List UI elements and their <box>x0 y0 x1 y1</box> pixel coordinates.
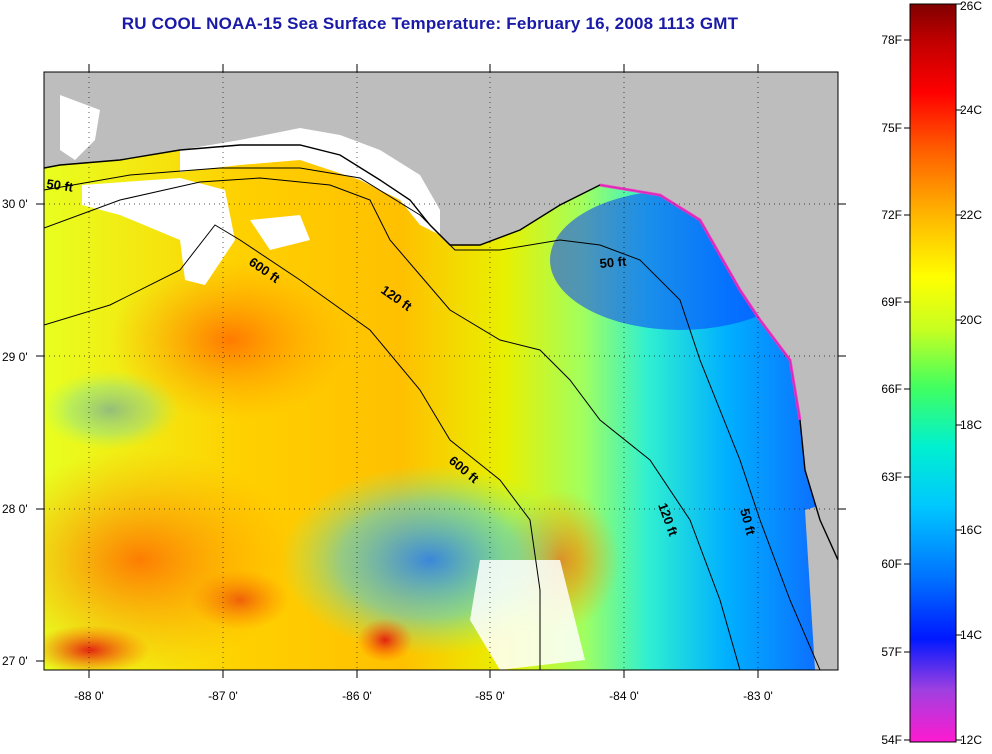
colorbar-c-label: 26C <box>960 0 982 13</box>
lat-label: 29 0' <box>2 350 28 364</box>
temperature-colorbar: 78F 75F 72F 69F 66F 63F 60F 57F 54F 26C … <box>881 0 982 747</box>
axis-ticks <box>36 64 846 678</box>
lat-label: 27 0' <box>2 654 28 668</box>
colorbar-f-label: 78F <box>881 33 902 47</box>
lon-label: -83 0' <box>743 689 773 703</box>
contour-600ft <box>44 224 541 670</box>
contour-50ft <box>44 167 821 670</box>
land-cloud <box>60 95 100 160</box>
colorbar-c-label: 14C <box>960 628 982 642</box>
lon-label: -87 0' <box>208 689 238 703</box>
depth-label: 50 ft <box>599 254 628 271</box>
warm-core <box>44 625 150 670</box>
colorbar-c-label: 22C <box>960 208 982 222</box>
colorbar-c-label: 16C <box>960 523 982 537</box>
colorbar-c-label: 18C <box>960 418 982 432</box>
lat-label: 30 0' <box>2 197 28 211</box>
map-frame <box>43 71 839 671</box>
colorbar-f-label: 57F <box>881 645 902 659</box>
colorbar-f-label: 63F <box>881 470 902 484</box>
colorbar-gradient <box>909 3 957 743</box>
colorbar-f-label: 72F <box>881 208 902 222</box>
colorbar-f-label: 54F <box>881 733 902 747</box>
cloud-mask <box>82 178 235 285</box>
land-cloud <box>180 128 440 235</box>
colorbar-f-label: 66F <box>881 382 902 396</box>
cool-patch <box>44 370 180 450</box>
land-mass <box>44 72 838 560</box>
map-title: RU COOL NOAA-15 Sea Surface Temperature:… <box>121 14 739 33</box>
cloud-mask <box>250 215 310 250</box>
cloud-mask <box>470 560 585 670</box>
map-panel: 50 ft 600 ft 120 ft 50 ft 600 ft 120 ft … <box>2 64 846 703</box>
cold-coastal-fringe <box>599 183 802 421</box>
lon-label: -88 0' <box>74 689 104 703</box>
colorbar-f-label: 75F <box>881 121 902 135</box>
contour-120ft <box>44 177 741 670</box>
colorbar-ticks <box>904 3 962 741</box>
warm-core <box>357 618 413 662</box>
lon-label: -85 0' <box>475 689 505 703</box>
colorbar-c-label: 20C <box>960 313 982 327</box>
lon-label: -84 0' <box>609 689 639 703</box>
warm-patch <box>110 260 350 420</box>
colorbar-c-label: 12C <box>960 733 982 747</box>
colorbar-f-label: 60F <box>881 557 902 571</box>
warm-core <box>190 570 290 630</box>
depth-label: 50 ft <box>737 507 759 537</box>
depth-label: 50 ft <box>46 176 75 195</box>
colorbar-f-label: 69F <box>881 295 902 309</box>
lat-label: 28 0' <box>2 502 28 516</box>
lon-label: -86 0' <box>342 689 372 703</box>
colorbar-c-label: 24C <box>960 103 982 117</box>
